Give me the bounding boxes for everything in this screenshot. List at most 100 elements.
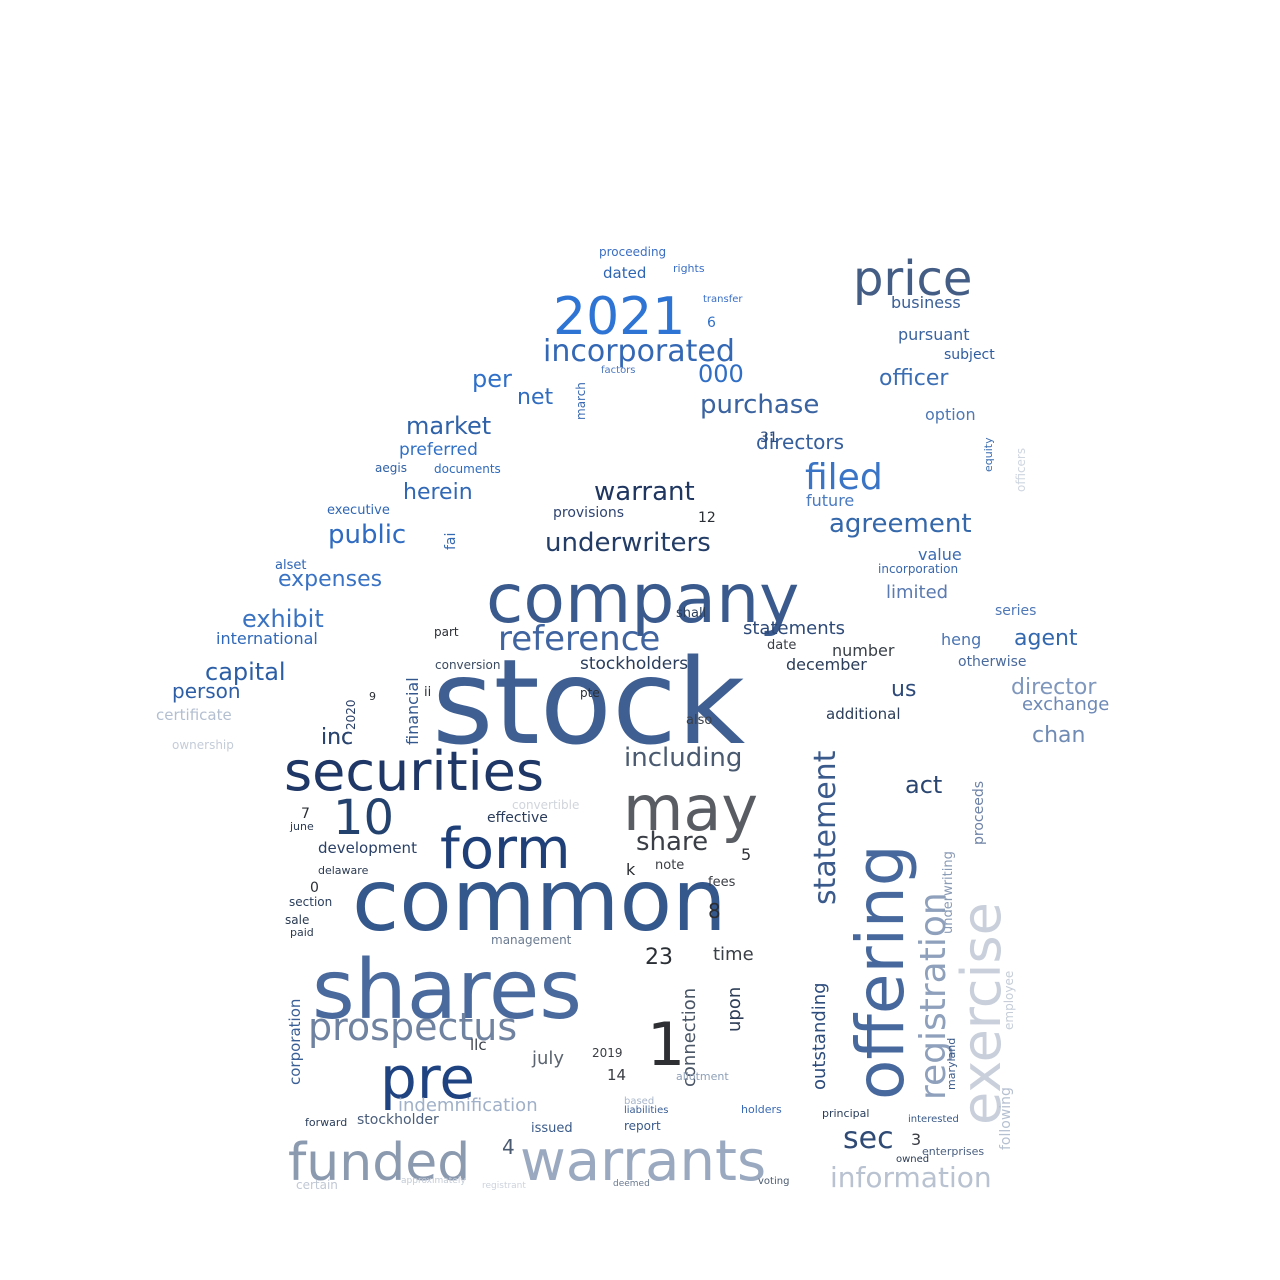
cloud-word: warrants	[520, 1129, 766, 1194]
cloud-word: stockholders	[580, 654, 688, 674]
cloud-word: forward	[305, 1116, 347, 1129]
cloud-word: sec	[843, 1121, 894, 1156]
cloud-word: liabilities	[624, 1105, 668, 1116]
cloud-word: underwriters	[545, 528, 711, 558]
cloud-word: incorporated	[543, 334, 735, 369]
cloud-word: herein	[403, 480, 473, 505]
cloud-word: deemed	[613, 1179, 650, 1189]
cloud-word: corporation	[286, 999, 304, 1085]
cloud-word: preferred	[399, 440, 478, 460]
cloud-word: following	[998, 1087, 1014, 1150]
cloud-word: underwriting	[941, 851, 956, 934]
cloud-word: 14	[607, 1066, 626, 1084]
cloud-word: 2021	[553, 287, 685, 347]
cloud-word: aegis	[375, 461, 407, 475]
cloud-word: incorporation	[878, 562, 958, 576]
cloud-word: expenses	[278, 567, 382, 592]
cloud-word: statement	[808, 750, 843, 905]
cloud-word: may	[623, 772, 758, 845]
cloud-word: rights	[673, 262, 705, 275]
cloud-word: share	[636, 827, 708, 857]
cloud-word: exhibit	[242, 605, 324, 633]
cloud-word: ii	[424, 685, 431, 700]
cloud-word: number	[832, 641, 895, 660]
cloud-word: 5	[741, 845, 751, 864]
cloud-word: prospectus	[308, 1005, 517, 1049]
cloud-word: public	[328, 520, 406, 550]
cloud-word: 31	[760, 430, 778, 446]
cloud-word: 23	[645, 945, 673, 970]
cloud-word: proceeds	[971, 781, 987, 845]
cloud-word: market	[406, 412, 491, 440]
cloud-word: part	[434, 625, 459, 639]
cloud-word: subject	[944, 347, 995, 363]
cloud-word: financial	[403, 677, 422, 745]
cloud-word: voting	[758, 1176, 789, 1187]
cloud-word: conversion	[435, 658, 501, 672]
cloud-word: capital	[205, 658, 286, 686]
cloud-word: time	[713, 944, 754, 965]
cloud-word: pre	[380, 1044, 475, 1112]
cloud-word: shall	[676, 606, 706, 621]
cloud-word: statements	[743, 618, 845, 639]
cloud-word: limited	[886, 582, 948, 603]
cloud-word: dated	[603, 264, 646, 282]
cloud-word: filed	[805, 457, 883, 498]
cloud-word: funded	[288, 1133, 470, 1193]
cloud-word: inc	[321, 725, 353, 750]
cloud-word: owned	[896, 1154, 929, 1165]
cloud-word: sale	[285, 913, 309, 927]
cloud-word: enterprises	[922, 1145, 984, 1158]
cloud-word: 000	[698, 360, 744, 388]
cloud-word: equity	[982, 437, 995, 472]
cloud-word: warrant	[594, 477, 695, 507]
cloud-word: july	[531, 1048, 564, 1069]
cloud-word: transfer	[703, 294, 743, 305]
cloud-word: stock	[432, 633, 745, 771]
cloud-word: development	[318, 839, 417, 857]
cloud-word: director	[1011, 675, 1097, 700]
cloud-word: value	[918, 545, 962, 564]
cloud-word: 7	[301, 806, 310, 822]
cloud-word: 2019	[592, 1046, 623, 1060]
cloud-word: price	[853, 251, 972, 307]
cloud-word: 8	[708, 899, 721, 923]
cloud-word: outstanding	[809, 982, 830, 1090]
cloud-word: pte	[580, 686, 600, 700]
cloud-word: proceeding	[599, 245, 666, 259]
cloud-word: us	[891, 677, 916, 702]
cloud-word: interested	[908, 1114, 959, 1125]
cloud-word: delaware	[318, 864, 369, 877]
cloud-word: 12	[698, 510, 716, 526]
cloud-word: note	[655, 858, 684, 873]
cloud-word: 3	[911, 1130, 921, 1149]
cloud-word: including	[624, 743, 742, 773]
cloud-word: offering	[842, 844, 919, 1100]
cloud-word: paid	[290, 926, 314, 939]
cloud-word: purchase	[700, 390, 819, 420]
cloud-word: act	[905, 771, 942, 799]
cloud-word: alset	[275, 558, 306, 573]
cloud-word: common	[352, 851, 727, 951]
cloud-word: company	[486, 560, 799, 639]
cloud-word: convertible	[512, 798, 579, 812]
cloud-word: management	[491, 933, 572, 947]
cloud-word: fai	[443, 533, 459, 550]
cloud-word: 0	[310, 880, 319, 896]
cloud-word: employee	[1002, 971, 1016, 1030]
cloud-word: report	[624, 1119, 661, 1133]
cloud-word: december	[786, 655, 867, 674]
cloud-word: certificate	[156, 706, 232, 724]
cloud-word: based	[624, 1096, 654, 1107]
cloud-word: certain	[296, 1178, 338, 1192]
cloud-word: 10	[333, 790, 394, 846]
cloud-word: reference	[498, 619, 660, 659]
cloud-word: heng	[941, 630, 981, 649]
cloud-word: stockholder	[357, 1112, 439, 1128]
cloud-word: directors	[756, 430, 844, 454]
cloud-word: documents	[434, 462, 501, 476]
cloud-word: securities	[284, 740, 544, 803]
cloud-word: 4	[502, 1135, 515, 1159]
cloud-word: per	[472, 365, 512, 393]
